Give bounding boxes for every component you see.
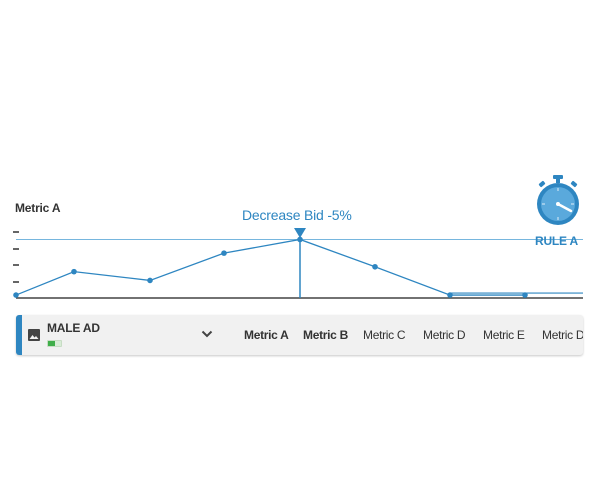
row-accent xyxy=(16,315,22,355)
event-marker-triangle xyxy=(294,228,306,238)
action-annotation: Decrease Bid -5% xyxy=(242,207,352,223)
data-point xyxy=(297,236,303,243)
status-indicator[interactable] xyxy=(47,340,62,347)
metric-column-header[interactable]: Metric B xyxy=(303,328,348,342)
data-point xyxy=(447,292,453,298)
metric-column-header[interactable]: Metric E xyxy=(483,328,525,342)
chevron-down-icon[interactable] xyxy=(201,329,213,339)
stopwatch-icon xyxy=(537,175,579,225)
metric-columns: Metric A Metric B Metric C Metric D Metric E… xyxy=(244,315,583,355)
data-point xyxy=(221,250,227,256)
metric-column-header[interactable]: Metric D xyxy=(423,328,466,342)
data-point xyxy=(372,263,378,270)
data-point xyxy=(71,268,77,275)
metric-column-header[interactable]: Metric A xyxy=(244,328,289,342)
status-fill xyxy=(48,341,56,346)
y-axis-label: Metric A xyxy=(15,201,61,215)
data-point xyxy=(13,292,19,298)
ad-row[interactable]: MALE AD Metric A Metric B Metric C Metric D… xyxy=(16,315,583,355)
data-point xyxy=(147,277,153,284)
image-icon xyxy=(28,329,40,341)
metric-column-header[interactable]: Metric D xyxy=(542,328,583,342)
rule-label: RULE A xyxy=(535,234,579,248)
ad-name: MALE AD xyxy=(47,321,100,335)
metric-column-header[interactable]: Metric C xyxy=(363,328,406,342)
series-line xyxy=(15,238,525,296)
data-point xyxy=(522,292,528,298)
